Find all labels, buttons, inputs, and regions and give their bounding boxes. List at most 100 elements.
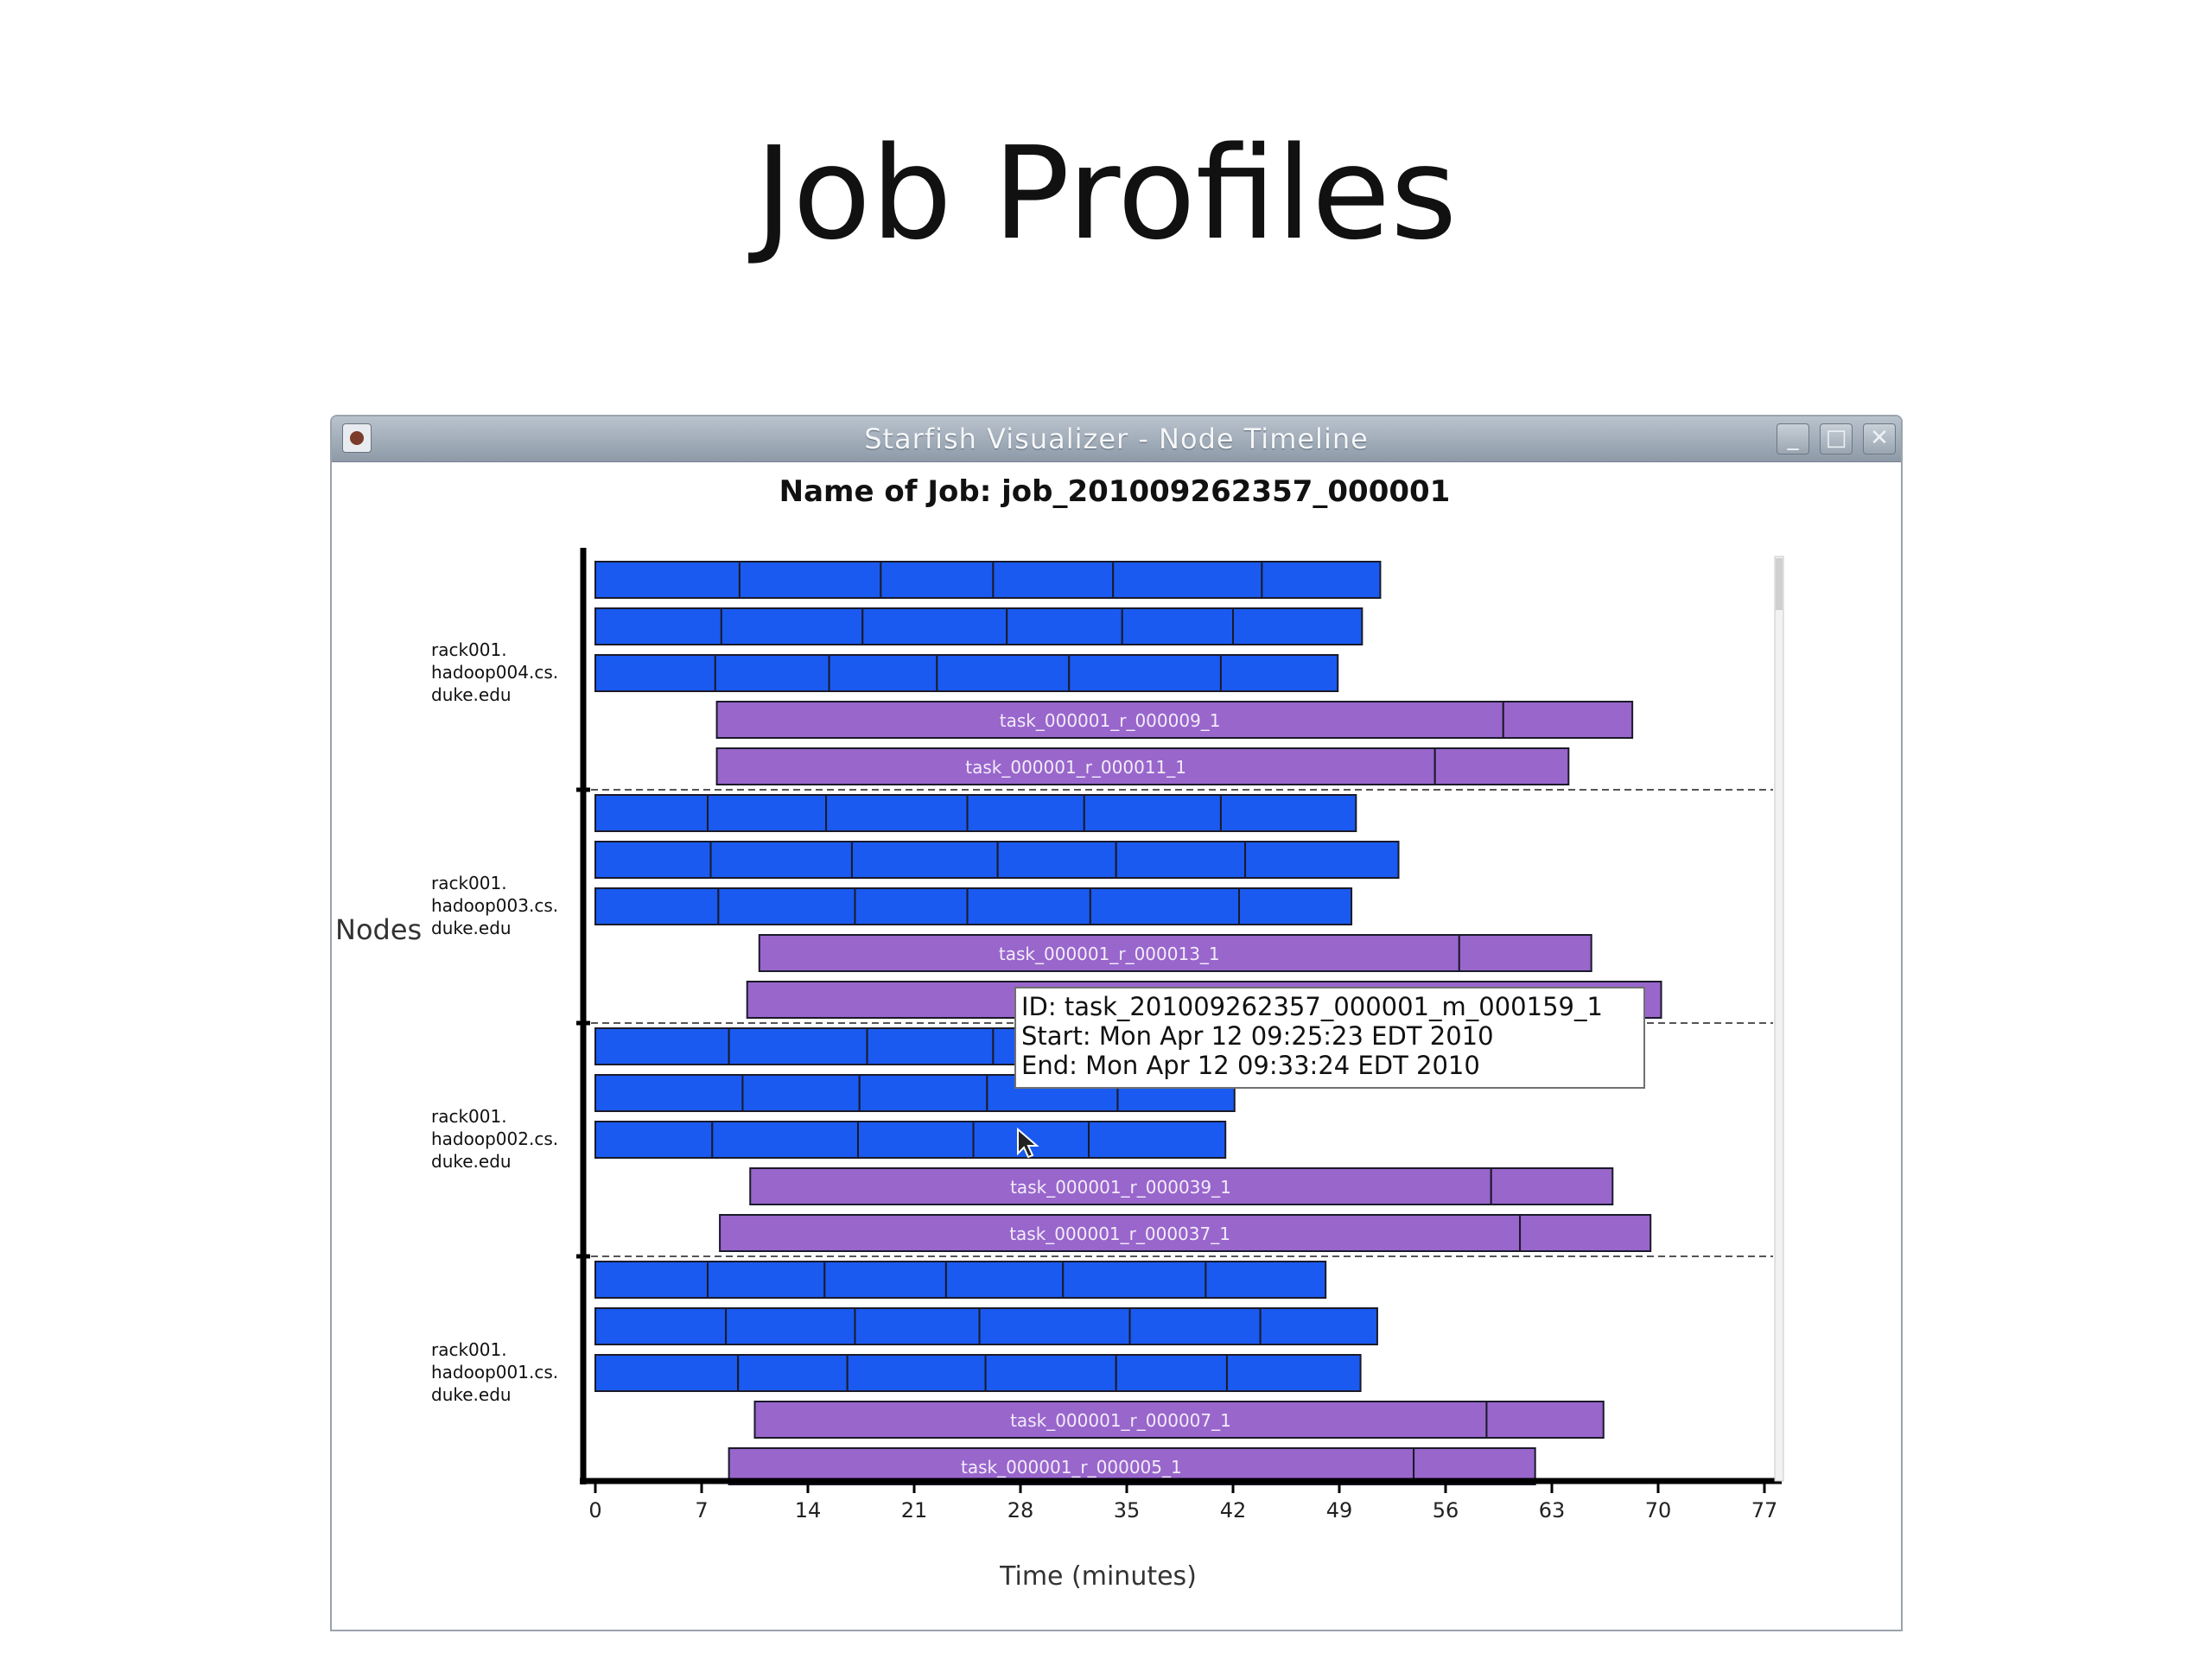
close-icon[interactable]: ✕ — [1863, 423, 1896, 454]
map-task-bar[interactable] — [1068, 654, 1222, 692]
reduce-task-bar[interactable] — [1458, 934, 1592, 972]
node-name-label: hadoop001.cs. — [431, 1362, 558, 1382]
map-task-bar[interactable] — [866, 1027, 995, 1065]
vertical-scrollbar[interactable] — [1774, 556, 1784, 1482]
map-task-bar[interactable] — [992, 561, 1115, 599]
map-task-bar[interactable] — [858, 1074, 988, 1112]
map-task-bar[interactable] — [741, 1074, 861, 1112]
map-task-bar[interactable] — [1225, 1354, 1362, 1392]
map-task-bar[interactable] — [861, 607, 1008, 645]
map-task-bar[interactable] — [1088, 1121, 1227, 1159]
map-task-bar[interactable] — [1089, 887, 1241, 925]
map-task-bar[interactable] — [825, 794, 969, 832]
map-task-bar[interactable] — [984, 1354, 1117, 1392]
map-task-bar[interactable] — [725, 1307, 856, 1345]
map-task-bar[interactable] — [1062, 1261, 1207, 1299]
node-name-label: hadoop003.cs. — [431, 895, 558, 916]
reduce-task-label: task_000001_r_000037_1 — [1009, 1224, 1230, 1244]
map-task-bar[interactable] — [594, 1027, 730, 1065]
x-tick-label: 7 — [695, 1498, 708, 1522]
map-task-bar[interactable] — [936, 654, 1071, 692]
mouse-cursor-icon — [1017, 1128, 1039, 1159]
map-task-bar[interactable] — [1244, 841, 1400, 879]
x-tick-label: 14 — [795, 1498, 822, 1522]
map-task-bar[interactable] — [944, 1261, 1065, 1299]
map-task-bar[interactable] — [594, 1354, 740, 1392]
map-task-bar[interactable] — [714, 654, 830, 692]
tooltip-id: ID: task_201009262357_000001_m_000159_1 — [1021, 992, 1603, 1021]
map-task-bar[interactable] — [594, 794, 709, 832]
reduce-task-bar[interactable] — [749, 1167, 1492, 1205]
map-task-bar[interactable] — [594, 561, 741, 599]
map-task-bar[interactable] — [717, 887, 856, 925]
map-task-bar[interactable] — [1083, 794, 1222, 832]
map-task-bar[interactable] — [594, 1074, 744, 1112]
node-name-label: hadoop002.cs. — [431, 1128, 558, 1149]
map-task-bar[interactable] — [728, 1027, 868, 1065]
map-task-bar[interactable] — [966, 887, 1091, 925]
map-task-bar[interactable] — [1115, 1354, 1228, 1392]
map-task-bar[interactable] — [978, 1307, 1131, 1345]
reduce-task-bar[interactable] — [715, 701, 1504, 739]
maximize-icon[interactable]: □ — [1820, 423, 1853, 454]
map-task-bar[interactable] — [1006, 607, 1123, 645]
map-task-bar[interactable] — [594, 654, 716, 692]
x-tick-label: 21 — [901, 1498, 928, 1522]
map-task-bar[interactable] — [709, 841, 853, 879]
map-task-bar[interactable] — [594, 1261, 709, 1299]
map-task-bar[interactable] — [594, 887, 720, 925]
reduce-task-bar[interactable] — [719, 1214, 1522, 1252]
x-tick-label: 77 — [1751, 1498, 1778, 1522]
reduce-task-bar[interactable] — [1485, 1401, 1605, 1439]
map-task-bar[interactable] — [594, 841, 712, 879]
map-task-bar[interactable] — [880, 561, 995, 599]
map-task-bar[interactable] — [854, 887, 969, 925]
reduce-task-bar[interactable] — [1519, 1214, 1652, 1252]
map-task-bar[interactable] — [1121, 607, 1234, 645]
tooltip-end: End: Mon Apr 12 09:33:24 EDT 2010 — [1021, 1051, 1480, 1080]
reduce-task-bar[interactable] — [1433, 747, 1570, 785]
minimize-icon[interactable]: _ — [1777, 423, 1809, 454]
reduce-task-label: task_000001_r_000039_1 — [1010, 1177, 1231, 1198]
reduce-task-bar[interactable] — [715, 747, 1436, 785]
map-task-bar[interactable] — [1219, 794, 1357, 832]
map-task-bar[interactable] — [1261, 561, 1382, 599]
map-task-bar[interactable] — [594, 1121, 714, 1159]
node-name-label: rack001. — [431, 1106, 507, 1127]
map-task-bar[interactable] — [828, 654, 938, 692]
map-task-bar[interactable] — [1128, 1307, 1262, 1345]
app-icon[interactable] — [342, 423, 372, 453]
reduce-task-bar[interactable] — [758, 934, 1460, 972]
map-task-bar[interactable] — [1259, 1307, 1378, 1345]
map-task-bar[interactable] — [854, 1307, 981, 1345]
map-task-bar[interactable] — [846, 1354, 987, 1392]
map-task-bar[interactable] — [1205, 1261, 1327, 1299]
map-task-bar[interactable] — [711, 1121, 859, 1159]
map-task-bar[interactable] — [1112, 561, 1263, 599]
x-tick-label: 63 — [1539, 1498, 1566, 1522]
reduce-task-bar[interactable] — [1502, 701, 1634, 739]
reduce-task-bar[interactable] — [753, 1401, 1488, 1439]
y-axis-label: Nodes — [335, 913, 422, 946]
reduce-task-label: task_000001_r_000013_1 — [999, 944, 1220, 964]
map-task-bar[interactable] — [594, 607, 722, 645]
map-task-bar[interactable] — [594, 1307, 728, 1345]
map-task-bar[interactable] — [996, 841, 1117, 879]
map-task-bar[interactable] — [1115, 841, 1247, 879]
map-task-bar[interactable] — [738, 561, 882, 599]
window-titlebar[interactable]: Starfish Visualizer - Node Timeline _ □ … — [332, 416, 1901, 462]
map-task-bar[interactable] — [1238, 887, 1353, 925]
map-task-bar[interactable] — [966, 794, 1085, 832]
map-task-bar[interactable] — [856, 1121, 975, 1159]
node-timeline-chart[interactable]: Name of Job: job_201009262357_000001 Nod… — [332, 461, 1901, 1630]
map-task-bar[interactable] — [707, 794, 828, 832]
reduce-task-bar[interactable] — [1490, 1167, 1614, 1205]
map-task-bar[interactable] — [1219, 654, 1339, 692]
map-task-bar[interactable] — [737, 1354, 849, 1392]
window-title: Starfish Visualizer - Node Timeline — [864, 423, 1369, 455]
map-task-bar[interactable] — [707, 1261, 826, 1299]
map-task-bar[interactable] — [823, 1261, 947, 1299]
map-task-bar[interactable] — [850, 841, 999, 879]
map-task-bar[interactable] — [1232, 607, 1363, 645]
map-task-bar[interactable] — [720, 607, 864, 645]
